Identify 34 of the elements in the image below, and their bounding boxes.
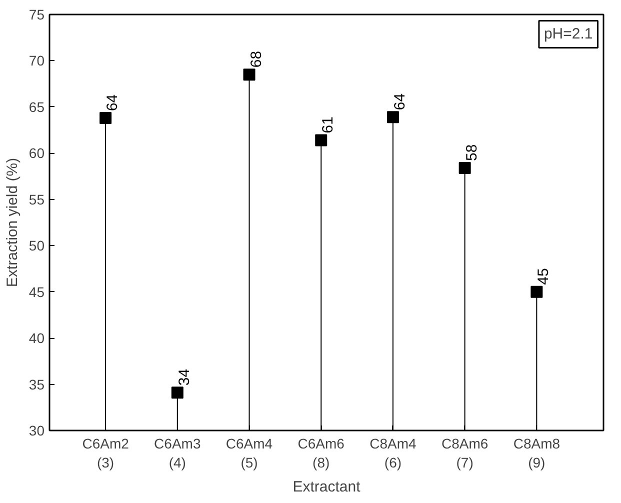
x-tick-label: C8Am6 (7): [441, 436, 488, 471]
x-tick-label: C6Am4 (5): [226, 436, 273, 471]
y-tick-label: 50: [28, 238, 45, 254]
data-label: 58: [463, 144, 480, 161]
y-tick-label: 55: [28, 191, 45, 208]
data-label: 64: [104, 94, 122, 112]
y-tick-label: 35: [28, 376, 45, 392]
data-label: 68: [248, 50, 265, 68]
data-label: 45: [535, 268, 552, 285]
y-tick-label: 70: [28, 52, 45, 69]
x-axis-title: Extractant: [292, 478, 362, 496]
x-tick-label: C6Am3 (4): [154, 436, 201, 471]
x-tick-label: C6Am6 (8): [298, 436, 345, 471]
point: [530, 286, 543, 298]
y-axis-title: Extraction yield (%): [4, 158, 21, 288]
y-tick-label: 60: [28, 145, 45, 162]
y-tick-label: 45: [28, 284, 45, 300]
y-tick-label: 30: [28, 422, 45, 438]
y-tick-label: 65: [28, 98, 45, 115]
x-tick-label: C6Am2 (3): [82, 436, 130, 471]
data-label: 61: [320, 116, 337, 134]
point: [100, 112, 112, 124]
x-tick-label: C8Am8 (9): [513, 436, 560, 471]
point: [315, 134, 328, 146]
point: [243, 68, 256, 81]
x-tick-label: C8Am4 (6): [370, 436, 417, 471]
y-tick-label: 40: [28, 330, 45, 346]
point: [386, 111, 399, 124]
annotation: pH=2.1: [544, 26, 593, 43]
point: [171, 386, 184, 399]
point: [458, 162, 471, 174]
data-label: 64: [391, 93, 408, 110]
y-tick-label: 75: [28, 6, 45, 22]
data-label: 34: [176, 368, 193, 386]
